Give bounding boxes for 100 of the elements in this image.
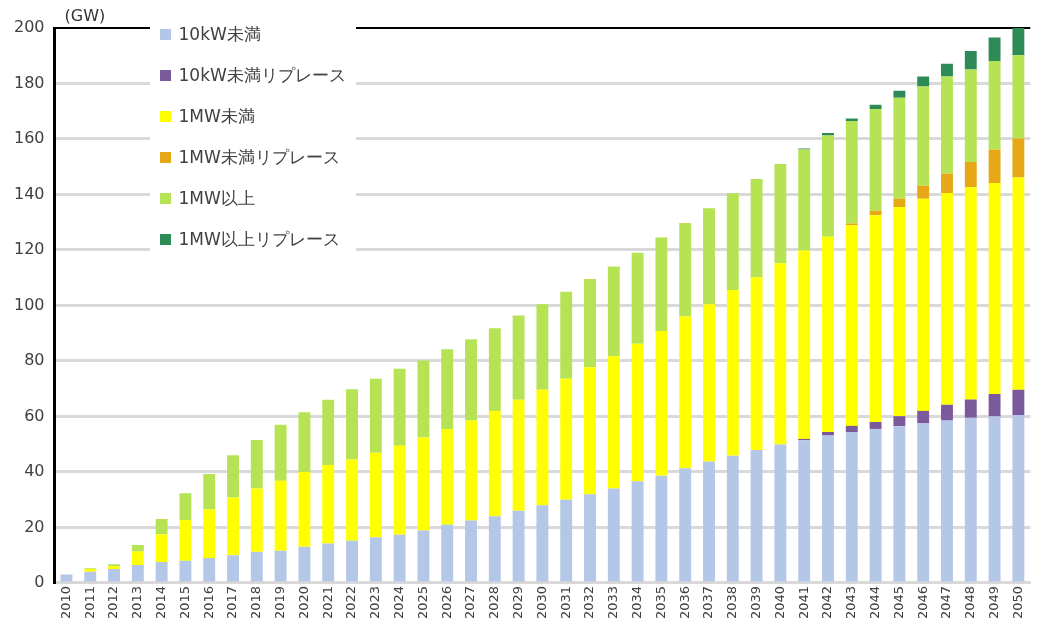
x-tick-label: 2022 — [343, 585, 359, 620]
bar — [560, 291, 573, 379]
x-tick-label: 2037 — [700, 585, 716, 620]
x-tick-label: 2025 — [414, 585, 430, 620]
bar — [203, 509, 216, 558]
x-tick-label: 2047 — [938, 585, 954, 620]
bar — [941, 173, 953, 194]
x-tick-label: 2050 — [1009, 585, 1025, 620]
y-tick-label: 180 — [13, 72, 45, 92]
bar — [536, 505, 549, 582]
bar — [227, 455, 239, 498]
bar — [750, 178, 763, 278]
y-tick-label: 40 — [24, 461, 45, 481]
bar — [822, 435, 834, 582]
bar — [917, 423, 930, 582]
x-tick-label: 2023 — [367, 585, 383, 620]
bar — [1012, 138, 1025, 178]
x-tick-label: 2039 — [747, 585, 763, 620]
bar — [750, 277, 763, 451]
bar — [917, 76, 930, 87]
bar — [822, 236, 834, 432]
bar — [488, 516, 501, 582]
bar — [988, 149, 1001, 184]
bar — [607, 266, 620, 357]
x-tick-label: 2017 — [224, 585, 240, 620]
bar — [465, 420, 477, 521]
bar — [988, 393, 1001, 417]
y-tick-label: 0 — [34, 572, 45, 592]
bar — [869, 215, 882, 422]
x-tick-label: 2035 — [652, 585, 668, 620]
x-tick-label: 2015 — [176, 585, 192, 620]
bar — [393, 534, 406, 582]
bar — [203, 473, 216, 510]
x-tick-label: 2021 — [319, 585, 335, 620]
bar — [774, 163, 787, 264]
bar — [488, 410, 501, 517]
bar — [131, 544, 144, 552]
bar — [393, 368, 406, 446]
bar — [298, 471, 311, 547]
x-tick-label: 2028 — [486, 585, 502, 620]
bar — [346, 540, 358, 582]
bar — [655, 237, 668, 331]
y-tick-label: 120 — [13, 239, 45, 259]
bar — [941, 420, 953, 582]
bar — [155, 519, 168, 535]
x-tick-label: 2032 — [581, 585, 597, 620]
bar — [893, 198, 906, 207]
bar — [1012, 177, 1025, 390]
bar — [917, 198, 930, 411]
legend-label: 1MW未満 — [178, 105, 255, 128]
legend-label: 1MW未満リプレース — [178, 146, 340, 169]
bar — [441, 524, 454, 582]
x-tick-label: 2019 — [272, 585, 287, 620]
bar — [703, 461, 715, 582]
legend-label: 10kW未満 — [178, 23, 261, 46]
bar — [845, 118, 858, 121]
x-tick-label: 2033 — [605, 585, 621, 620]
bar — [893, 206, 906, 417]
x-tick-label: 2031 — [557, 585, 573, 620]
bar — [155, 534, 168, 563]
bar — [726, 289, 739, 456]
bar — [131, 564, 144, 582]
bar — [869, 109, 882, 211]
bar — [179, 493, 192, 520]
bar — [893, 97, 906, 199]
legend-label: 1MW以上リプレース — [178, 228, 340, 251]
bar — [655, 475, 668, 582]
bar — [274, 550, 287, 582]
bar — [917, 86, 930, 186]
x-tick-label: 2049 — [985, 585, 1001, 620]
bar — [750, 450, 763, 582]
y-tick-label: 20 — [24, 516, 45, 536]
bar — [560, 378, 573, 500]
bar — [845, 120, 858, 224]
bar — [560, 499, 573, 582]
x-tick-label: 2013 — [129, 585, 145, 620]
bar — [322, 543, 335, 582]
bar — [964, 417, 977, 582]
bar — [845, 425, 858, 432]
bar — [417, 360, 430, 438]
bar — [536, 304, 549, 390]
bar — [369, 452, 382, 538]
bar — [679, 223, 692, 317]
bar — [893, 416, 906, 427]
y-tick-label: 140 — [13, 183, 45, 203]
bar — [155, 562, 168, 582]
bar — [774, 444, 787, 582]
bar — [393, 445, 406, 535]
bar — [988, 416, 1001, 582]
bar — [964, 399, 977, 418]
bar — [798, 440, 811, 582]
x-tick-label: 2024 — [390, 585, 406, 620]
bar — [584, 367, 596, 495]
bar — [964, 51, 977, 70]
y-tick-label: 200 — [13, 17, 45, 37]
bar — [131, 551, 144, 565]
bar — [631, 343, 644, 482]
bar — [845, 225, 858, 426]
bar — [1012, 389, 1025, 416]
x-tick-label: 2041 — [795, 585, 811, 620]
